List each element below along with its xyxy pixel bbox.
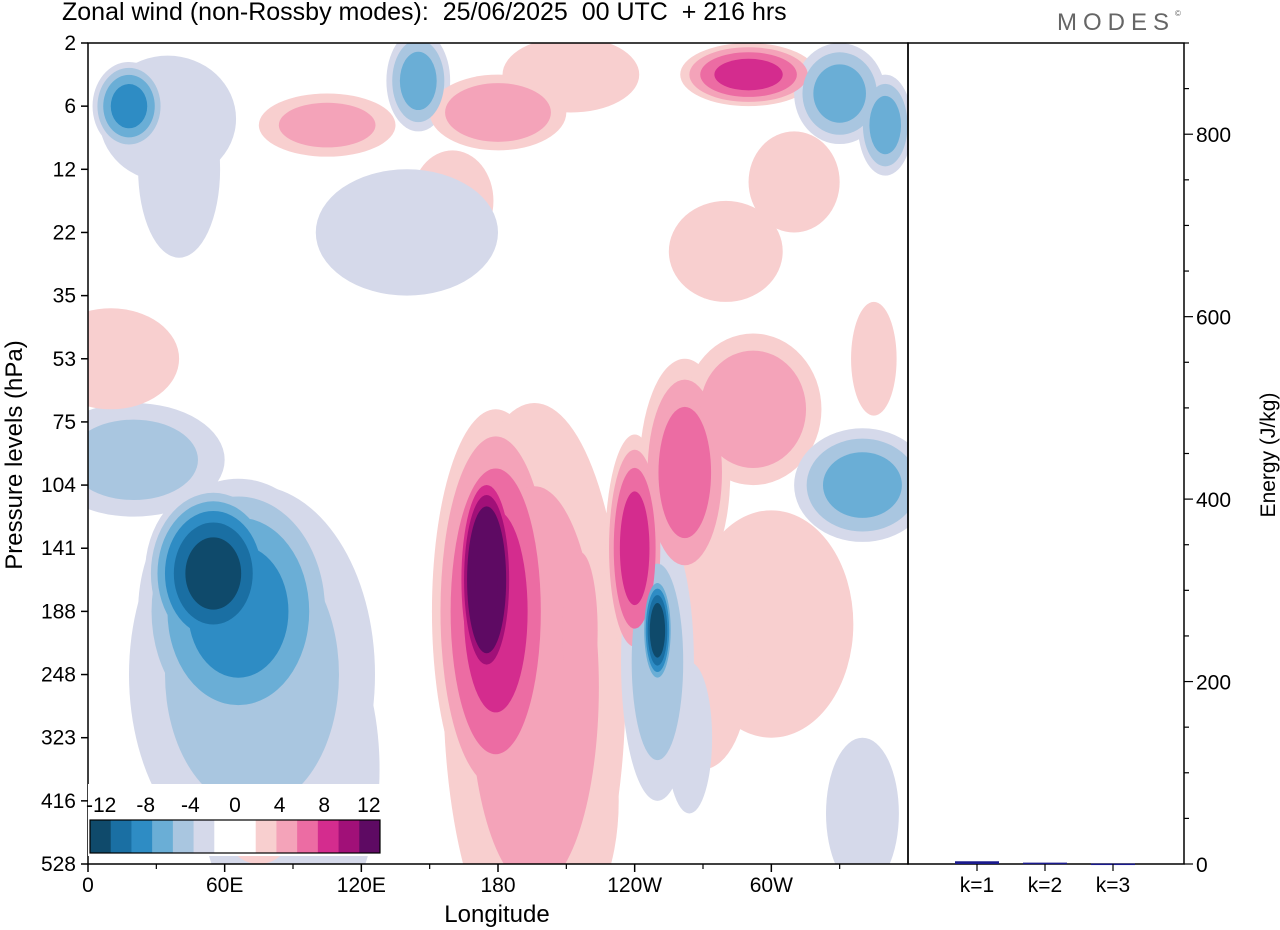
x-tick-label: 60E bbox=[206, 874, 243, 897]
contour-band bbox=[658, 406, 712, 539]
contour-band bbox=[700, 350, 807, 468]
energy-bar bbox=[955, 861, 999, 864]
energy-tick-label: 0 bbox=[1196, 854, 1208, 877]
contour-band bbox=[185, 537, 242, 610]
contour-band bbox=[649, 603, 666, 658]
colorbar-tick-label: 12 bbox=[357, 794, 380, 817]
energy-bar bbox=[1023, 862, 1067, 865]
energy-tick-label: 800 bbox=[1196, 124, 1231, 147]
chart-title: Zonal wind (non-Rossby modes): 25/06/202… bbox=[62, 0, 787, 26]
energy-tick-label: 400 bbox=[1196, 489, 1231, 512]
contour-band bbox=[851, 301, 897, 416]
colorbar-swatch bbox=[338, 820, 360, 853]
colorbar-tick-label: -8 bbox=[136, 794, 155, 817]
colorbar-swatch bbox=[172, 820, 195, 853]
contour-band bbox=[110, 84, 148, 129]
energy-axis-label: Energy (J/kg) bbox=[1257, 393, 1280, 518]
contour-band bbox=[748, 131, 840, 233]
contour-band bbox=[619, 491, 650, 606]
y-tick-label: 12 bbox=[53, 158, 76, 181]
colorbar-tick-label: -12 bbox=[86, 794, 116, 817]
y-tick-label: 528 bbox=[41, 853, 76, 876]
y-tick-label: 6 bbox=[64, 95, 76, 118]
brand-mark: © bbox=[1175, 9, 1181, 18]
x-axis-label: Longitude bbox=[444, 901, 549, 928]
y-tick-label: 323 bbox=[41, 727, 76, 750]
y-axis-label: Pressure levels (hPa) bbox=[1, 340, 28, 569]
colorbar-tick-label: -4 bbox=[181, 794, 200, 817]
y-axis-ticks: 2 6 12 22 35 53 75 104 141 188 248 323 416 528 bbox=[41, 32, 88, 876]
energy-frame bbox=[907, 42, 1185, 865]
contour-band bbox=[714, 58, 783, 91]
colorbar-swatch bbox=[193, 820, 215, 853]
brand-text: MODES bbox=[1057, 9, 1176, 36]
colorbar-swatch bbox=[359, 820, 381, 853]
colorbar-swatch bbox=[110, 820, 132, 853]
colorbar-swatch bbox=[317, 820, 340, 853]
y-tick-label: 248 bbox=[41, 664, 76, 687]
colorbar-frame bbox=[89, 819, 381, 854]
contour-band bbox=[475, 537, 498, 623]
x-tick-label: 180 bbox=[480, 874, 515, 897]
contour-band bbox=[668, 200, 783, 302]
energy-category-label: k=1 bbox=[960, 874, 994, 897]
x-tick-label: 120W bbox=[607, 874, 662, 897]
contour-band bbox=[445, 83, 551, 142]
y-tick-label: 416 bbox=[41, 790, 76, 813]
colorbar-swatch bbox=[235, 820, 257, 853]
x-tick-label: 60W bbox=[750, 874, 793, 897]
contour-band bbox=[88, 308, 180, 410]
contour-band bbox=[88, 419, 198, 500]
colorbar-swatch bbox=[276, 820, 298, 853]
y-tick-label: 2 bbox=[64, 32, 76, 55]
colorbar-swatch bbox=[255, 820, 277, 853]
y-tick-label: 141 bbox=[41, 537, 76, 560]
x-tick-label: 0 bbox=[82, 874, 94, 897]
energy-tick-label: 600 bbox=[1196, 307, 1231, 330]
contour-band bbox=[138, 80, 221, 258]
energy-axis-ticks: 0 200 400 600 800 bbox=[1184, 42, 1231, 877]
x-tick-label: 120E bbox=[337, 874, 386, 897]
contour-band bbox=[278, 102, 376, 148]
y-tick-label: 104 bbox=[41, 474, 76, 497]
colorbar-swatch bbox=[131, 820, 153, 853]
contour-band bbox=[399, 51, 437, 111]
colorbar-swatch bbox=[214, 820, 236, 853]
colorbar-swatch bbox=[90, 820, 112, 853]
y-tick-label: 53 bbox=[53, 348, 76, 371]
modes-logo: MODES© bbox=[1057, 9, 1181, 37]
contour-band bbox=[315, 169, 498, 296]
colorbar-tick-label: 8 bbox=[318, 794, 330, 817]
colorbar-tick-label: 0 bbox=[229, 794, 241, 817]
colorbar-tick-label: 4 bbox=[274, 794, 286, 817]
contour-band bbox=[822, 452, 902, 518]
contour-band bbox=[813, 64, 866, 123]
energy-tick-label: 200 bbox=[1196, 672, 1231, 695]
y-tick-label: 35 bbox=[53, 285, 76, 308]
energy-category-labels: k=1 k=2 k=3 bbox=[960, 864, 1130, 897]
contour-band bbox=[826, 737, 899, 864]
colorbar-swatch bbox=[297, 820, 319, 853]
y-tick-label: 75 bbox=[53, 411, 76, 434]
energy-category-label: k=3 bbox=[1096, 874, 1130, 897]
energy-category-label: k=2 bbox=[1028, 874, 1062, 897]
y-tick-label: 188 bbox=[41, 600, 76, 623]
contour-band bbox=[562, 552, 598, 709]
colorbar: -12 -8 -4 0 4 8 12 bbox=[86, 784, 382, 856]
x-axis-ticks: 0 60E 120E 180 120W 60W bbox=[82, 864, 841, 897]
contour-band bbox=[869, 95, 902, 155]
y-tick-label: 22 bbox=[53, 221, 76, 244]
colorbar-swatch bbox=[152, 820, 174, 853]
